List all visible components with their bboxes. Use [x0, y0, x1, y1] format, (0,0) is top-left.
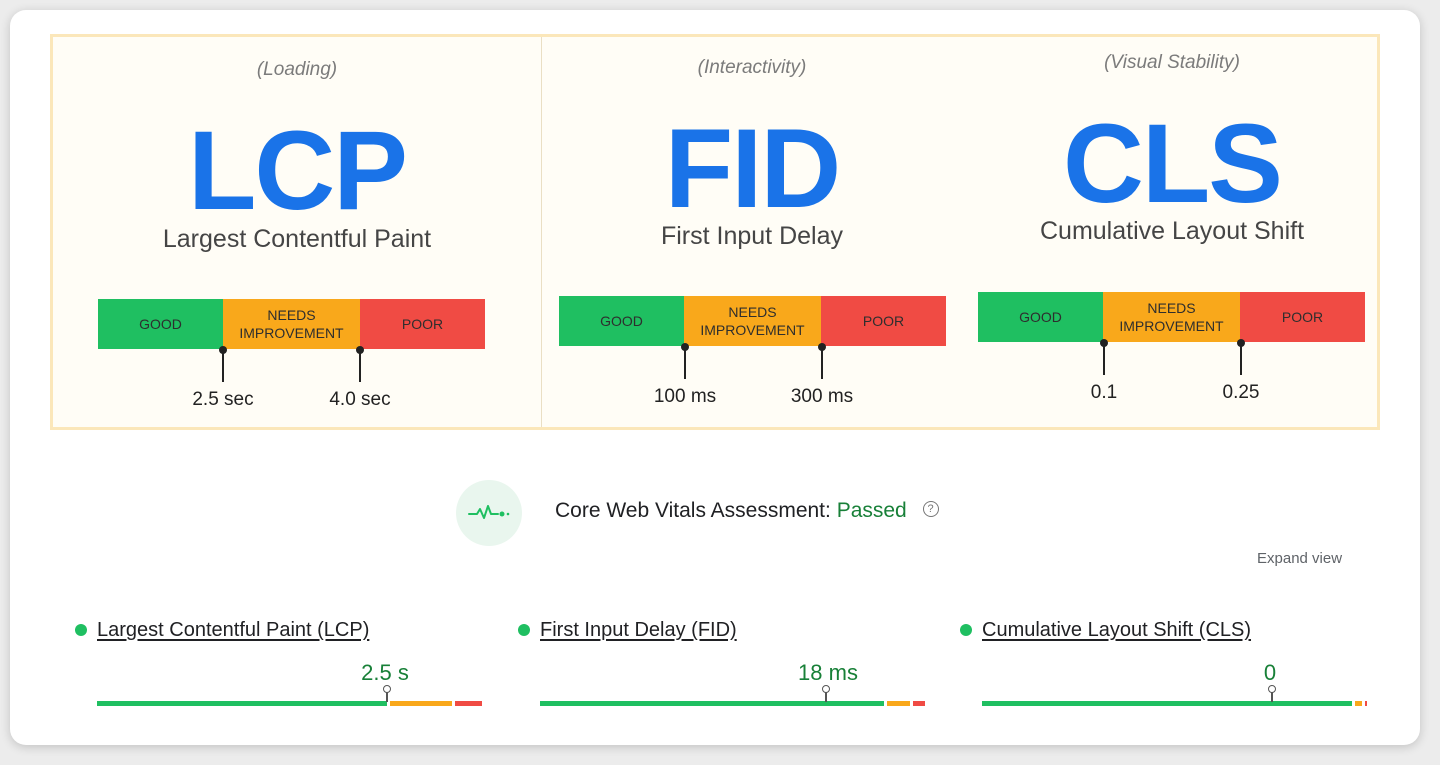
- threshold-tick-1: [681, 343, 689, 379]
- metric-column-lcp: (Loading) LCP Largest Contentful Paint G…: [53, 37, 541, 427]
- threshold-label-poor: 300 ms: [790, 386, 854, 407]
- metric-abbreviation: FID: [664, 106, 841, 231]
- metric-full-name: Cumulative Layout Shift: [1039, 217, 1305, 245]
- column-divider: [541, 37, 542, 427]
- scale-good: GOOD: [978, 292, 1103, 342]
- bar-segment-good: [97, 701, 387, 706]
- bar-segment-good: [540, 701, 884, 706]
- distribution-bar: [540, 685, 925, 706]
- metric-full-name: First Input Delay: [660, 222, 843, 250]
- threshold-scale: GOOD NEEDS IMPROVEMENT POOR: [978, 292, 1365, 342]
- distribution-bar: [97, 685, 482, 706]
- status-dot: [518, 624, 530, 636]
- field-metric-cls: Cumulative Layout Shift (CLS) 0: [960, 615, 1372, 715]
- threshold-label-good: 2.5 sec: [192, 389, 254, 410]
- field-metric-lcp: Largest Contentful Paint (LCP) 2.5 s: [75, 615, 487, 715]
- threshold-label-good: 0.1: [1090, 382, 1118, 403]
- metric-category: (Loading): [256, 59, 338, 80]
- field-metric-title[interactable]: Cumulative Layout Shift (CLS): [982, 619, 1252, 641]
- field-metric-value: 0: [1263, 660, 1277, 685]
- field-metric-title[interactable]: Largest Contentful Paint (LCP): [97, 619, 370, 641]
- scale-good: GOOD: [559, 296, 684, 346]
- metric-full-name: Largest Contentful Paint: [162, 225, 432, 253]
- percentile-marker: [821, 685, 830, 702]
- assessment-status: Passed: [836, 499, 907, 522]
- vitals-pulse-icon: [456, 480, 522, 546]
- bar-segment-needs-improvement: [1355, 701, 1363, 706]
- threshold-label-poor: 0.25: [1222, 382, 1260, 403]
- vitals-overview-panel: (Loading) LCP Largest Contentful Paint G…: [50, 34, 1380, 430]
- field-metric-value: 2.5 s: [361, 660, 409, 685]
- assessment-label: Core Web Vitals Assessment:: [555, 499, 831, 522]
- expand-view-link[interactable]: Expand view: [1257, 550, 1343, 567]
- bar-segment-needs-improvement: [886, 701, 911, 706]
- help-icon[interactable]: ?: [922, 501, 939, 518]
- scale-needs-improvement: NEEDS IMPROVEMENT: [684, 296, 821, 346]
- scale-poor: POOR: [1240, 292, 1365, 342]
- status-dot: [960, 624, 972, 636]
- threshold-scale: GOOD NEEDS IMPROVEMENT POOR: [559, 296, 946, 346]
- threshold-label-poor: 4.0 sec: [329, 389, 391, 410]
- bar-segment-poor: [913, 701, 925, 706]
- threshold-tick-1: [1100, 339, 1108, 375]
- field-metric-fid: First Input Delay (FID) 18 ms: [518, 615, 930, 715]
- threshold-label-good: 100 ms: [653, 386, 717, 407]
- threshold-tick-2: [356, 346, 364, 382]
- threshold-scale: GOOD NEEDS IMPROVEMENT POOR: [98, 299, 485, 349]
- percentile-marker: [382, 685, 391, 702]
- heartbeat-icon: [468, 505, 510, 519]
- bar-segment-good: [982, 701, 1353, 706]
- threshold-tick-1: [219, 346, 227, 382]
- bar-segment-needs-improvement: [389, 701, 453, 706]
- threshold-tick-2: [1237, 339, 1245, 375]
- bar-segment-poor: [455, 701, 482, 706]
- status-dot: [75, 624, 87, 636]
- field-metric-value: 18 ms: [798, 660, 858, 685]
- metric-category: (Interactivity): [697, 57, 807, 78]
- field-metric-title[interactable]: First Input Delay (FID): [540, 619, 737, 641]
- threshold-tick-2: [818, 343, 826, 379]
- metric-abbreviation: CLS: [1063, 101, 1283, 226]
- percentile-marker: [1267, 685, 1276, 702]
- bar-segment-poor: [1365, 701, 1368, 706]
- metric-column-fid: (Interactivity) FID First Input Delay GO…: [542, 37, 962, 427]
- scale-poor: POOR: [821, 296, 946, 346]
- scale-poor: POOR: [360, 299, 485, 349]
- metric-category: (Visual Stability): [1104, 52, 1240, 73]
- metric-column-cls: (Visual Stability) CLS Cumulative Layout…: [962, 37, 1382, 427]
- scale-needs-improvement: NEEDS IMPROVEMENT: [223, 299, 360, 349]
- metric-abbreviation: LCP: [188, 108, 408, 233]
- scale-good: GOOD: [98, 299, 223, 349]
- scale-needs-improvement: NEEDS IMPROVEMENT: [1103, 292, 1240, 342]
- distribution-bar: [982, 685, 1368, 706]
- assessment-summary: Core Web Vitals Assessment: Passed ?: [555, 499, 939, 523]
